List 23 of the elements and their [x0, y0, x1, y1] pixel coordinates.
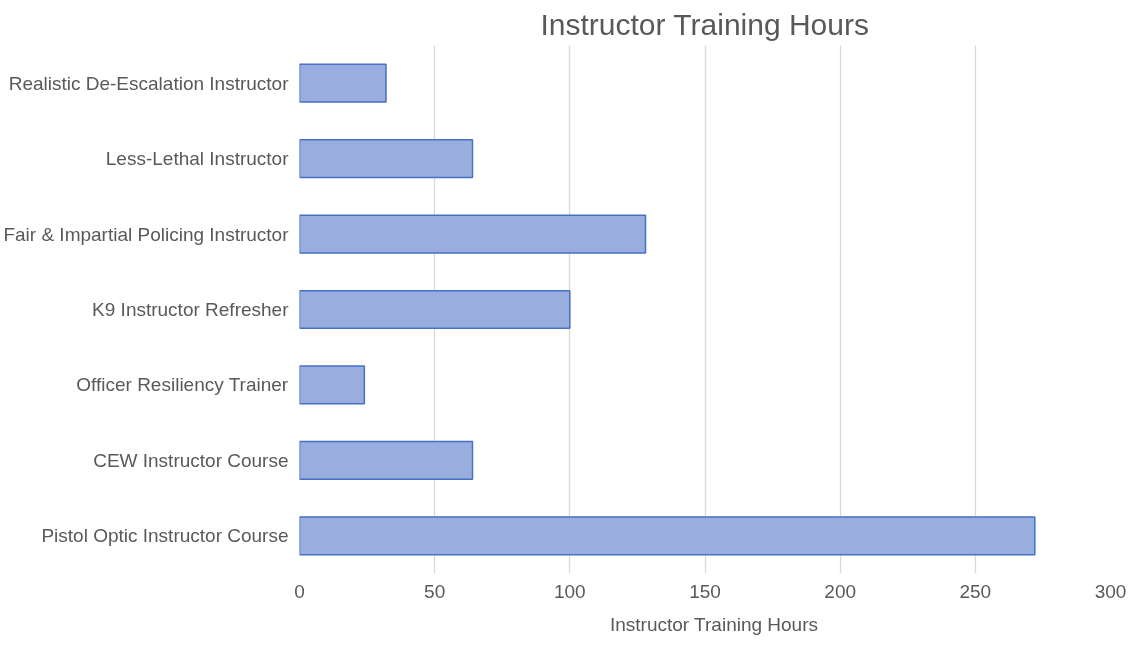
y-tick-label: Realistic De-Escalation Instructor	[8, 72, 290, 94]
y-tick-label: CEW Instructor Course	[93, 449, 289, 471]
bar	[299, 139, 474, 179]
bar	[299, 214, 647, 254]
chart-title: Instructor Training Hours	[540, 7, 869, 41]
text: Instructor Training Hours	[609, 614, 819, 636]
x-tick-label: 100	[553, 580, 586, 602]
bar	[299, 440, 474, 480]
y-tick-label: K9 Instructor Refresher	[92, 299, 290, 320]
y-tick-label: Pistol Optic Instructor Course	[41, 525, 289, 547]
y-tick-label: Fair & Impartial Policing Instructor	[3, 223, 290, 245]
y-tick-label: Officer Resiliency Trainer	[76, 374, 289, 396]
bar	[299, 289, 571, 330]
bar	[299, 63, 387, 103]
x-tick-label: 200	[824, 580, 857, 602]
x-tick-label: 250	[959, 580, 992, 602]
x-tick-label: 300	[1094, 580, 1127, 602]
x-tick-label: 0	[294, 580, 305, 602]
x-tick-label: 150	[689, 580, 721, 602]
bar	[299, 365, 366, 405]
y-tick-label: Less-Lethal Instructor	[105, 148, 290, 170]
bar	[299, 516, 1036, 556]
x-tick-label: 50	[424, 580, 446, 602]
